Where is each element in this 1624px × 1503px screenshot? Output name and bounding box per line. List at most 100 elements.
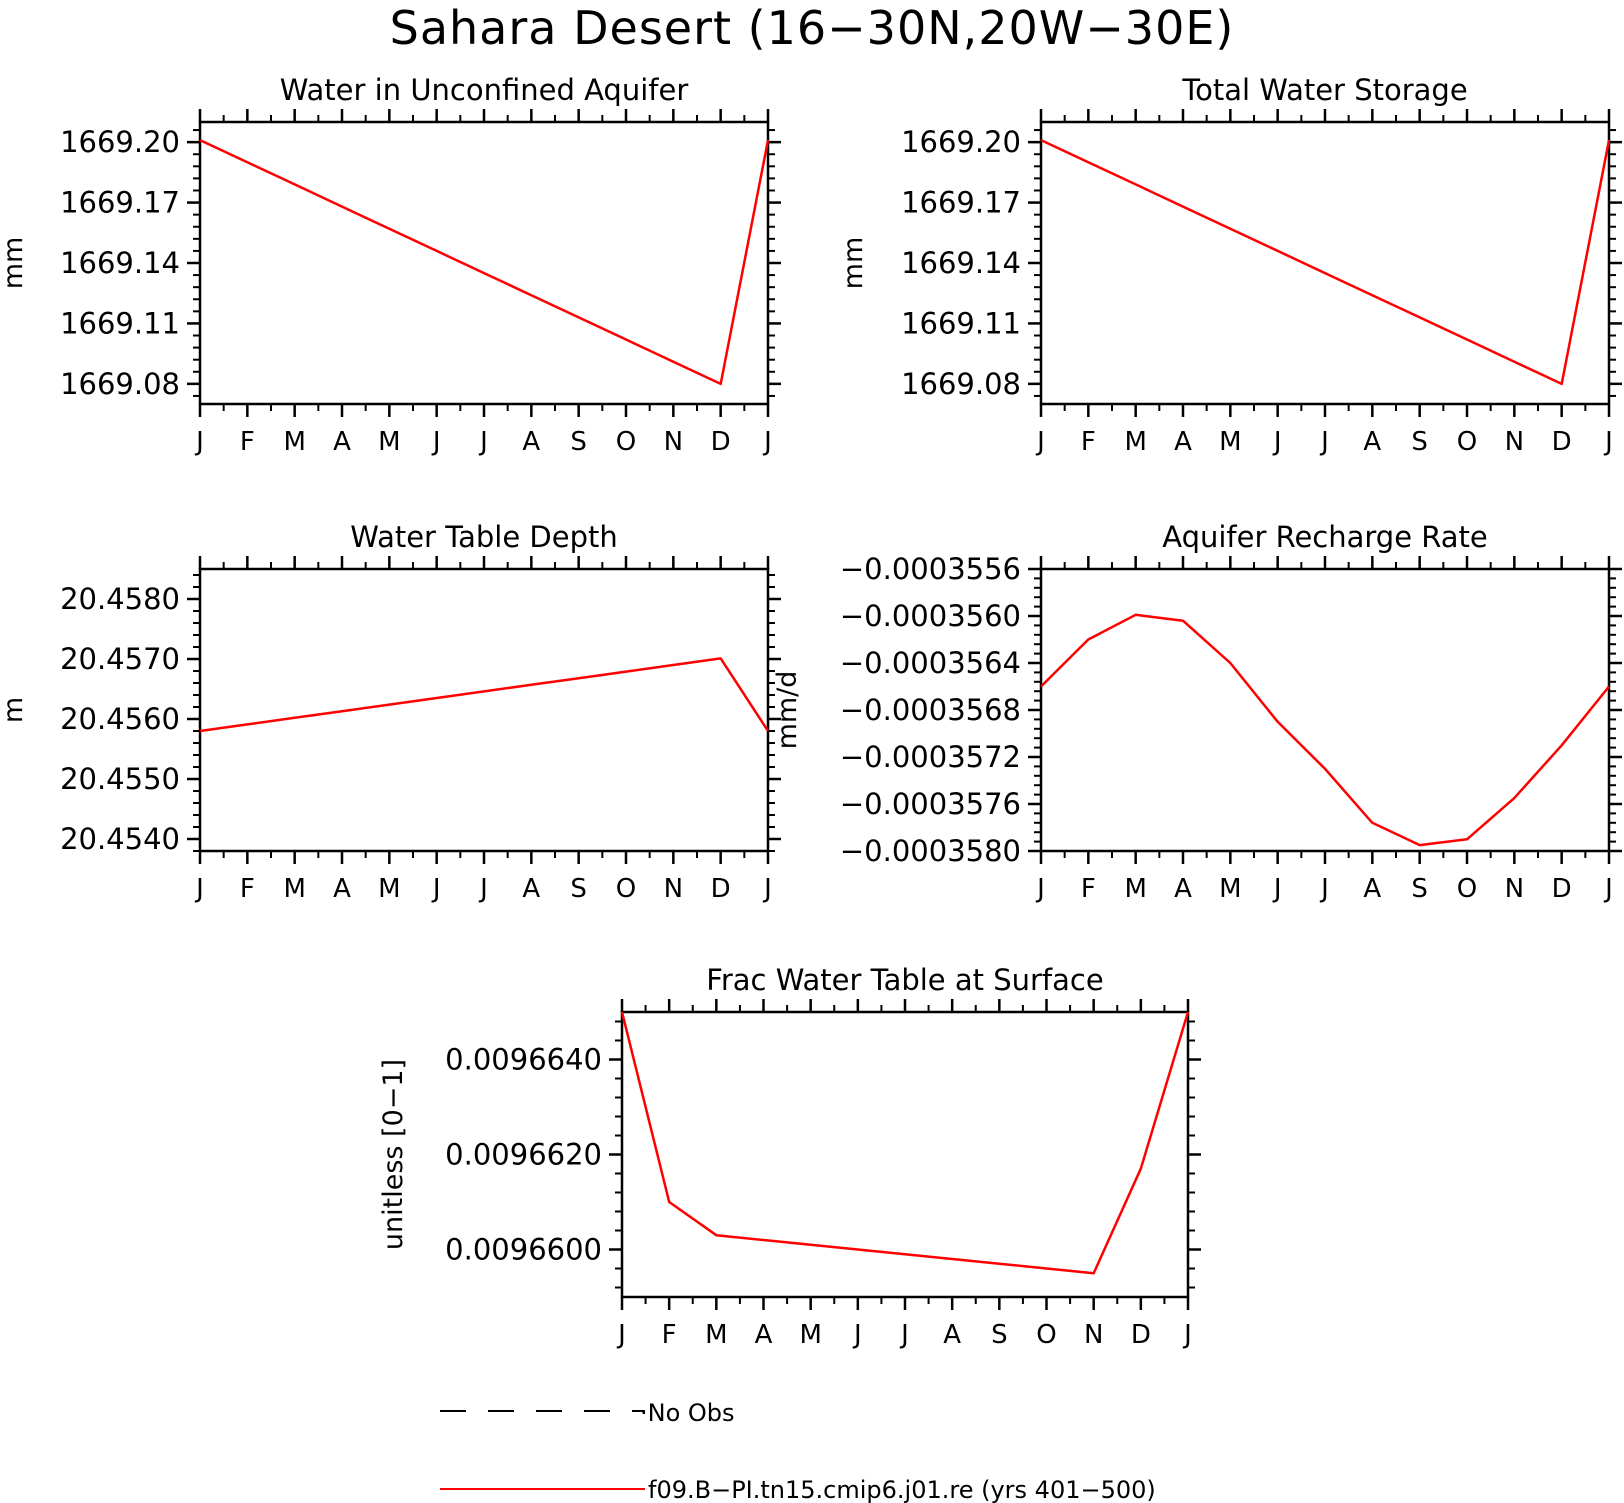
x-tick-label: N xyxy=(1084,1320,1103,1350)
x-tick-label: N xyxy=(664,427,683,457)
y-tick-label: 0.0096600 xyxy=(445,1233,602,1267)
x-tick-label: O xyxy=(1457,427,1477,457)
x-tick-label: N xyxy=(1505,874,1524,904)
x-tick-label: J xyxy=(1272,427,1282,457)
x-tick-label: A xyxy=(943,1320,961,1350)
plot-frame xyxy=(1039,567,1611,853)
series-line xyxy=(620,1011,1190,1275)
y-tick-label: 20.4580 xyxy=(60,582,180,616)
y-tick-label: 1669.14 xyxy=(901,246,1021,280)
x-tick-label: O xyxy=(616,874,636,904)
x-tick-label: J xyxy=(1035,874,1045,904)
y-axis-label: mm xyxy=(838,237,869,290)
y-tick-label: 20.4550 xyxy=(60,762,180,796)
y-tick-label: 1669.20 xyxy=(60,125,180,159)
x-tick-label: A xyxy=(1363,427,1381,457)
x-tick-label: S xyxy=(1411,874,1428,904)
x-tick-label: J xyxy=(1035,427,1045,457)
x-tick-label: F xyxy=(1081,874,1096,904)
x-tick-label: D xyxy=(1552,874,1572,904)
x-tick-label: D xyxy=(711,427,731,457)
panel-title: Total Water Storage xyxy=(1181,73,1467,107)
series-line xyxy=(199,657,770,733)
panel-title: Frac Water Table at Surface xyxy=(706,963,1103,997)
panel-title: Water Table Depth xyxy=(350,520,618,554)
x-tick-label: A xyxy=(1363,874,1381,904)
x-tick-label: D xyxy=(1131,1320,1151,1350)
x-tick-label: D xyxy=(711,874,731,904)
x-tick-label: M xyxy=(378,427,400,457)
series-line xyxy=(1040,138,1611,386)
x-tick-label: M xyxy=(1124,874,1146,904)
x-tick-label: F xyxy=(240,874,255,904)
chart-panel-5: J F M A M J J A S O N D J0.00966000.00966200.0096640… xyxy=(378,963,1201,1350)
x-tick-label: S xyxy=(570,874,587,904)
x-tick-label: J xyxy=(762,874,772,904)
y-axis-label: mm/d xyxy=(772,671,803,750)
y-axis-label: mm xyxy=(0,237,29,290)
series-line xyxy=(199,138,770,386)
x-tick-label: O xyxy=(1036,1320,1056,1350)
x-tick-label: O xyxy=(616,427,636,457)
x-tick-label: M xyxy=(283,427,305,457)
chart-panel-1: J F M A M J J A S O N D J1669.081669.111669.141669.1… xyxy=(0,73,781,457)
x-tick-label: A xyxy=(1174,427,1192,457)
y-tick-label: −0.0003576 xyxy=(840,787,1021,821)
legend-label-model: f09.B−PI.tn15.cmip6.j01.re (yrs 401−500) xyxy=(648,1476,1156,1503)
panel-title: Aquifer Recharge Rate xyxy=(1162,520,1488,554)
x-tick-label: F xyxy=(240,427,255,457)
y-tick-label: 20.4540 xyxy=(60,822,180,856)
x-tick-label: M xyxy=(705,1320,727,1350)
x-tick-label: M xyxy=(378,874,400,904)
x-tick-label: F xyxy=(662,1320,677,1350)
x-tick-label: J xyxy=(1319,874,1329,904)
x-tick-label: M xyxy=(799,1320,821,1350)
x-tick-label: J xyxy=(194,427,204,457)
y-tick-label: 1669.17 xyxy=(60,186,180,220)
x-tick-label: J xyxy=(762,427,772,457)
plot-frame xyxy=(198,567,770,853)
series-line xyxy=(1040,613,1610,847)
y-tick-label: −0.0003580 xyxy=(840,834,1021,868)
x-tick-label: N xyxy=(664,874,683,904)
y-tick-label: 20.4570 xyxy=(60,642,180,676)
x-tick-label: O xyxy=(1457,874,1477,904)
x-tick-label: M xyxy=(1219,427,1241,457)
y-tick-label: 1669.08 xyxy=(60,367,180,401)
x-tick-label: S xyxy=(991,1320,1008,1350)
y-axis-label: unitless [0−1] xyxy=(378,1059,409,1250)
x-tick-label: J xyxy=(1603,874,1613,904)
legend: ·No Obs f09.B−PI.tn15.cmip6.j01.re (yrs 4… xyxy=(440,1399,1156,1503)
x-tick-label: J xyxy=(616,1320,626,1350)
x-tick-label: M xyxy=(1124,427,1146,457)
x-tick-label: A xyxy=(333,874,351,904)
x-tick-label: S xyxy=(1411,427,1428,457)
x-tick-label: D xyxy=(1552,427,1572,457)
x-tick-label: F xyxy=(1081,427,1096,457)
y-tick-label: −0.0003560 xyxy=(840,599,1021,633)
y-tick-label: 0.0096640 xyxy=(445,1043,602,1077)
y-tick-label: 0.0096620 xyxy=(445,1138,602,1172)
chart-panel-2: J F M A M J J A S O N D J1669.081669.111669.141669.1… xyxy=(838,73,1622,457)
chart-panel-3: J F M A M J J A S O N D J20.454020.455020.456020.457… xyxy=(0,520,781,904)
x-tick-label: S xyxy=(570,427,587,457)
y-tick-label: 1669.11 xyxy=(60,306,180,340)
x-tick-label: M xyxy=(283,874,305,904)
figure-title: Sahara Desert (16−30N,20W−30E) xyxy=(389,1,1235,55)
y-tick-label: −0.0003556 xyxy=(840,552,1021,586)
x-tick-label: J xyxy=(431,427,441,457)
legend-label-obs: ·No Obs xyxy=(640,1399,735,1427)
y-tick-label: 1669.08 xyxy=(901,367,1021,401)
y-tick-label: 1669.14 xyxy=(60,246,180,280)
x-tick-label: J xyxy=(194,874,204,904)
y-tick-label: 1669.20 xyxy=(901,125,1021,159)
y-tick-label: 1669.11 xyxy=(901,306,1021,340)
x-tick-label: A xyxy=(333,427,351,457)
y-axis-label: m xyxy=(0,697,29,723)
x-tick-label: J xyxy=(478,427,488,457)
panel-title: Water in Unconfined Aquifer xyxy=(280,73,689,107)
x-tick-label: J xyxy=(1182,1320,1192,1350)
x-tick-label: A xyxy=(522,427,540,457)
y-tick-label: −0.0003572 xyxy=(840,740,1021,774)
